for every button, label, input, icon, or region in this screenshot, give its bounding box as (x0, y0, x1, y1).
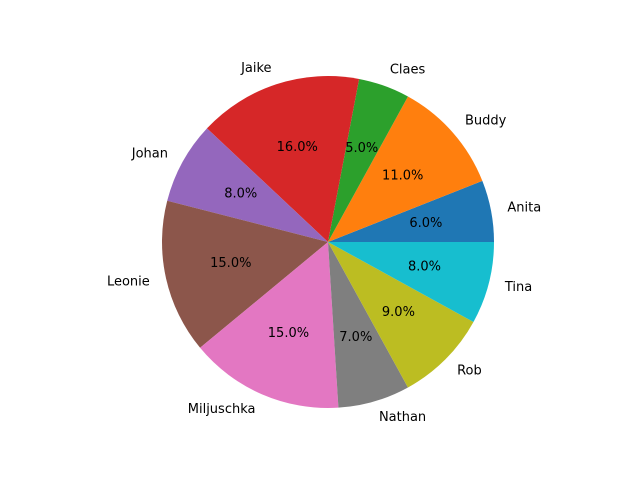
pie-slice-rob (328, 242, 474, 388)
pie-pct-label-buddy: 11.0% (382, 169, 423, 184)
pie-slice-nathan (328, 242, 408, 408)
pie-pct-label-tina: 8.0% (408, 259, 441, 274)
pie-labels: 6.0% Anita 11.0% Buddy 5.0% Claes 16.0% Jaike 8.… (107, 61, 541, 425)
pie-slice-tina (328, 242, 494, 322)
pie-slices (162, 75, 494, 408)
pie-slice-johan (167, 128, 328, 242)
pie-category-label-miljuschka: Miljuschka (188, 402, 256, 417)
pie-pct-label-miljuschka: 15.0% (268, 326, 309, 341)
pie-pct-label-claes: 5.0% (345, 141, 378, 156)
pie-category-label-claes: Claes (390, 63, 426, 78)
pie-pct-label-johan: 8.0% (224, 187, 257, 202)
pie-category-label-nathan: Nathan (379, 410, 426, 425)
pie-slice-miljuschka (200, 242, 339, 408)
pie-category-label-jaike: Jaike (240, 61, 271, 76)
pie-slice-anita (328, 180, 494, 242)
pie-category-label-leonie: Leonie (107, 274, 150, 289)
pie-category-label-anita: Anita (507, 200, 541, 215)
pie-pct-label-leonie: 15.0% (210, 256, 251, 271)
pie-slice-claes (328, 78, 408, 242)
pie-category-label-johan: Johan (131, 147, 168, 162)
pie-category-label-buddy: Buddy (465, 114, 507, 129)
pie-slice-buddy (328, 96, 483, 242)
pie-category-label-tina: Tina (504, 280, 532, 295)
pie-pct-label-nathan: 7.0% (339, 330, 372, 345)
pie-category-label-rob: Rob (457, 364, 482, 379)
pie-pct-label-anita: 6.0% (409, 216, 442, 231)
pie-slice-leonie (162, 200, 328, 348)
pie-pct-label-rob: 9.0% (382, 305, 415, 320)
pie-slice-jaike (206, 75, 360, 242)
pie-pct-label-jaike: 16.0% (277, 140, 318, 155)
